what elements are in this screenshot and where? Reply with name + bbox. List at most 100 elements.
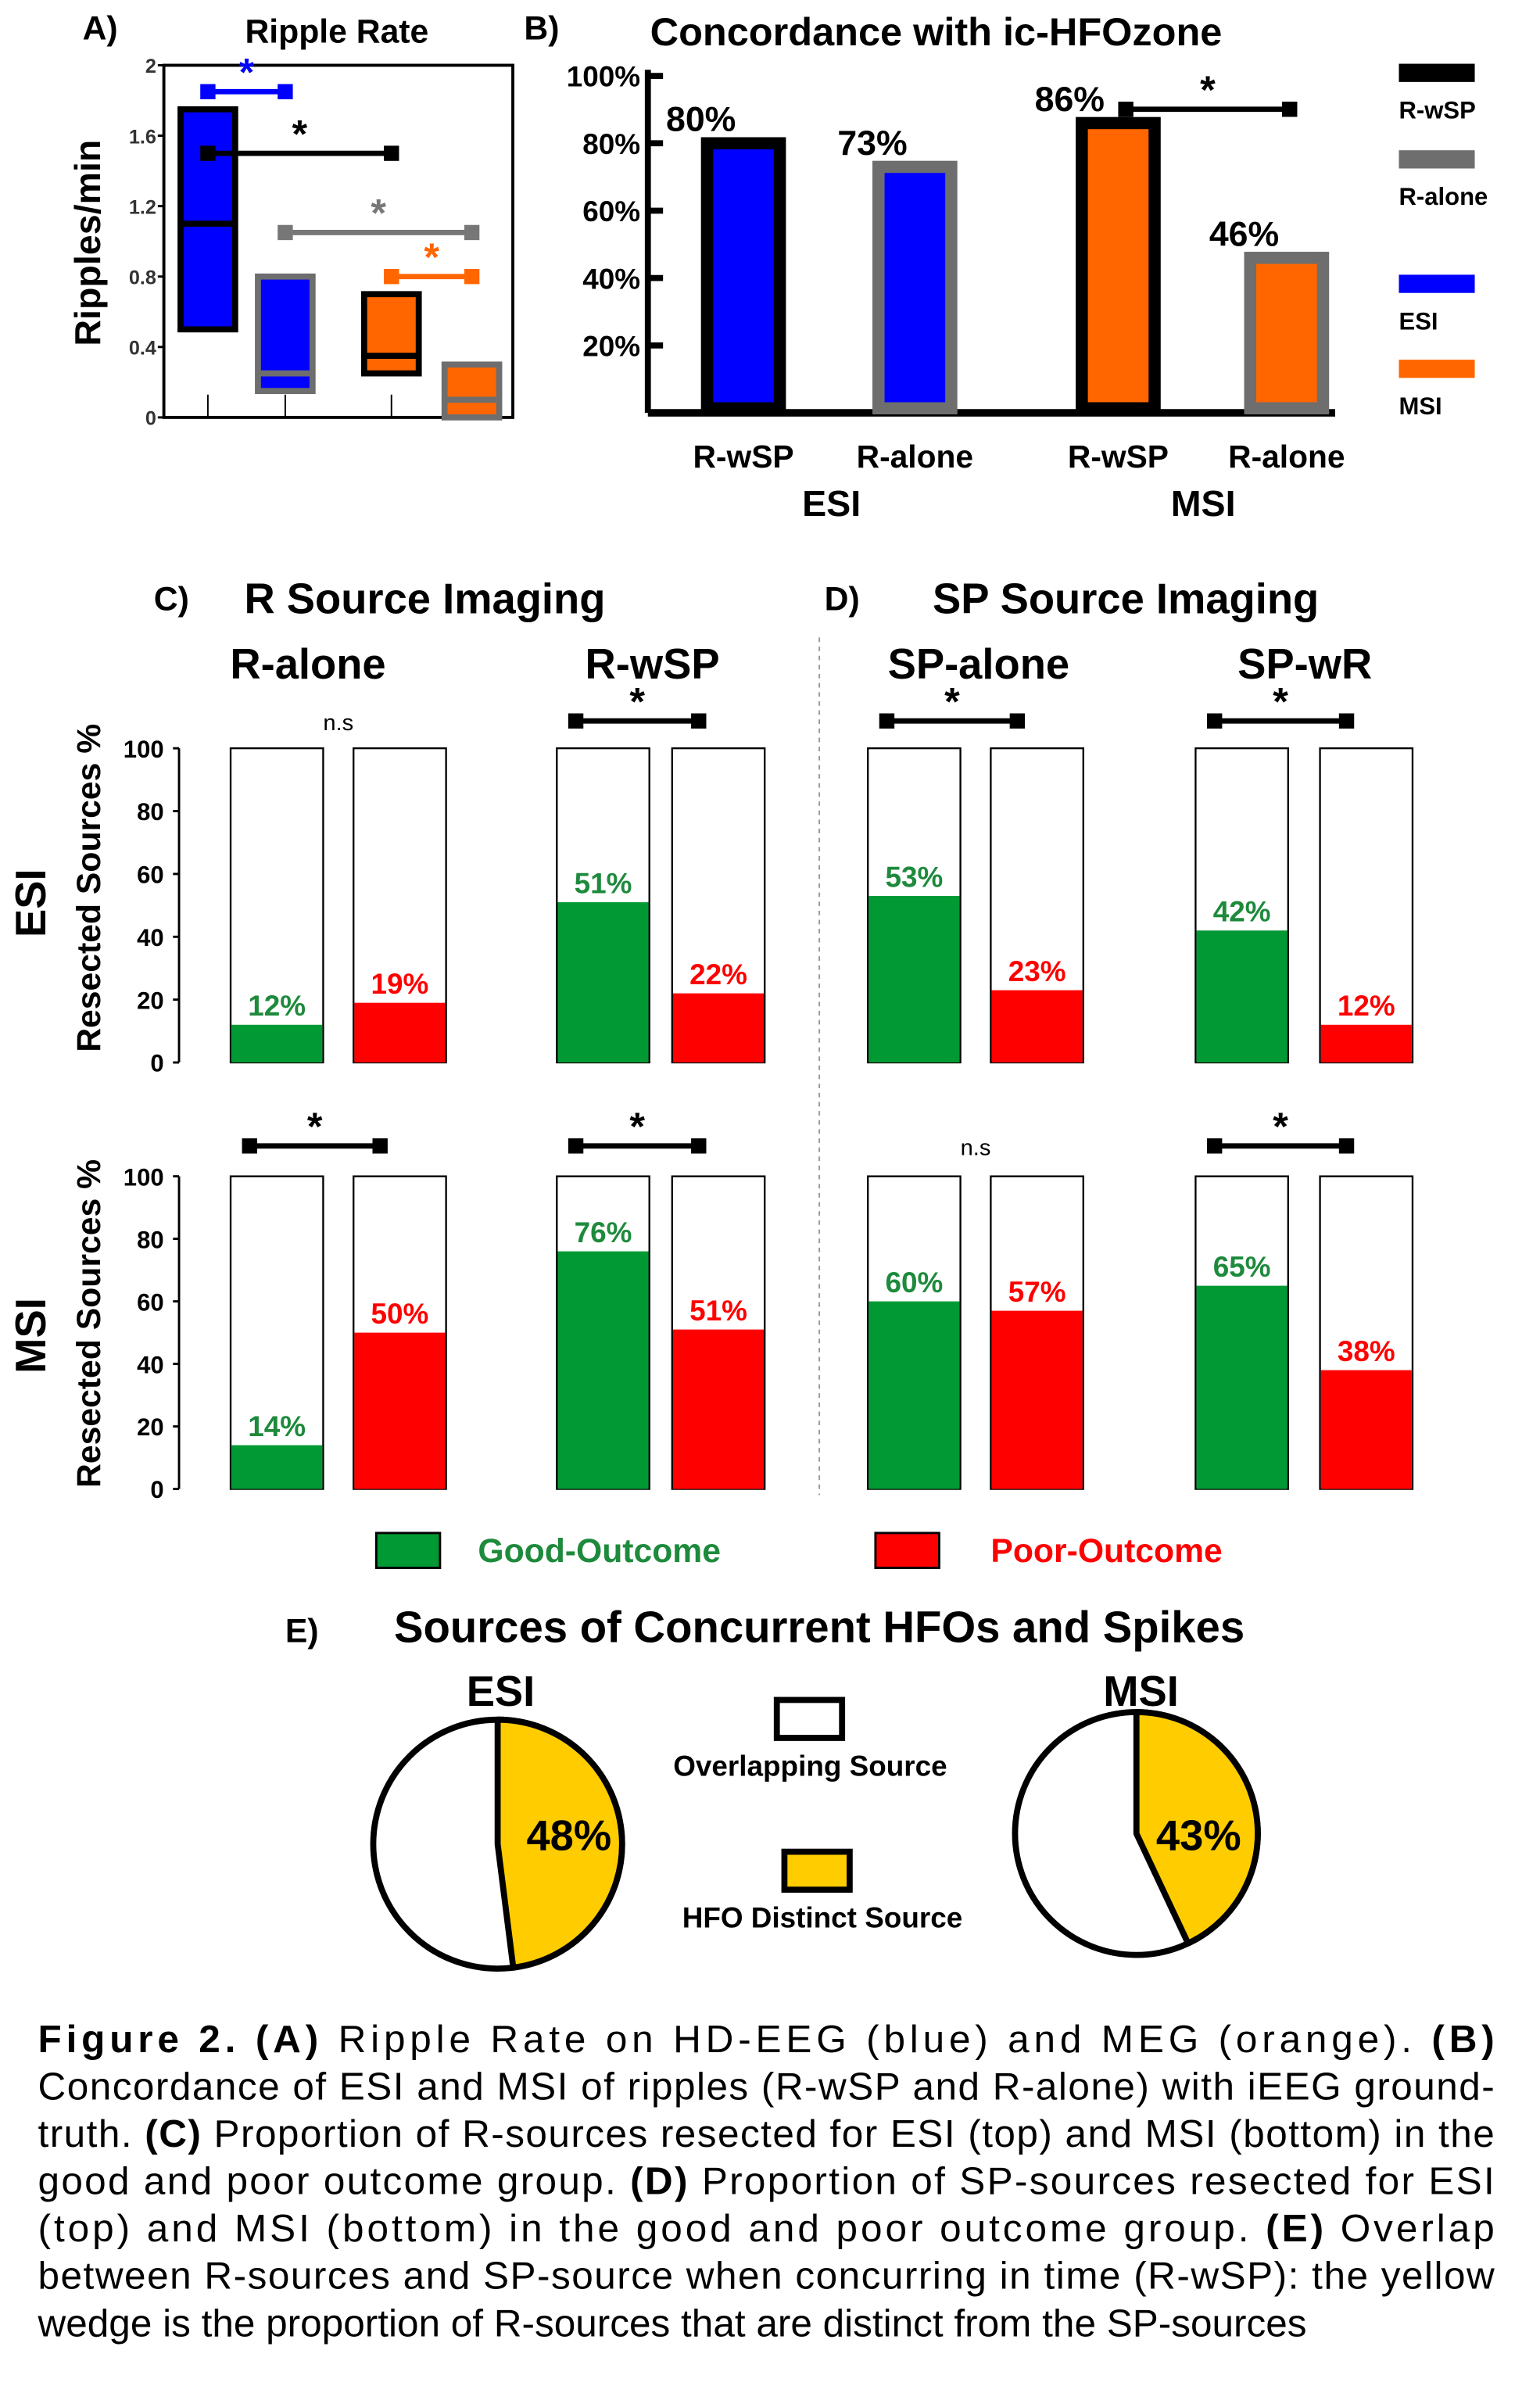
cd-significance-cap-right [1338, 1138, 1355, 1154]
cd-significance-cap-right [691, 713, 707, 729]
panel-b-significance-cap-left [1118, 102, 1134, 117]
row-ytick-label: 20 [137, 987, 164, 1014]
panel-b-bar-msi-r-wsp [1076, 116, 1161, 415]
panel-b-ytick-label: 20% [582, 330, 640, 362]
panel-b-legend-label: MSI [1399, 392, 1442, 420]
panel-b-value-label: 73% [837, 124, 907, 163]
cd-significance-star: * [629, 679, 645, 723]
cd-significance-star: * [629, 1104, 645, 1148]
panel-b-ytick-label: 80% [582, 128, 640, 160]
bar-value-label-poor: 57% [1008, 1276, 1066, 1308]
panel-a-box-esi-r-wsp [177, 106, 238, 333]
caption-bold-text: (D) [630, 2160, 687, 2203]
caption-text: Proportion of R-sources resected for ESI… [202, 2112, 1494, 2155]
bar-frame-good [229, 747, 324, 1064]
panel-b-group-label-msi: MSI [1171, 483, 1236, 524]
panel-b-significance-star: * [1200, 67, 1216, 112]
group-title-r-alone: R-alone [230, 640, 385, 688]
panel-a-significance-cap-left [200, 145, 216, 161]
bar-fill-good-outcome [231, 1445, 323, 1489]
panel-b-value-label: 86% [1035, 81, 1105, 119]
panel-a-significance-cap-right [384, 145, 399, 161]
row-label-esi: ESI [7, 869, 55, 937]
pie-value-label: 48% [526, 1812, 611, 1860]
cd-significance-cap-left [1206, 1138, 1223, 1154]
bar-fill-good-outcome [868, 1301, 960, 1489]
cd-not-significant-label: n.s [961, 1135, 991, 1160]
panel-a-ylabel: Ripples/min [67, 140, 108, 346]
row-ytick-label: 20 [137, 1413, 164, 1441]
panel-b-bar-msi-r-alone [1244, 252, 1330, 415]
panel-b-legend-label: ESI [1399, 307, 1438, 335]
row-ytick-label: 0 [150, 1476, 163, 1503]
row-ylabel: Resected Sources % [70, 1159, 108, 1488]
bar-fill-poor-outcome [672, 993, 765, 1063]
caption-bold-text: (C) [145, 2112, 201, 2155]
caption-text: Overlap [1327, 2207, 1495, 2250]
legend-label-good: Good-Outcome [478, 1532, 721, 1570]
panel-a-ytick-label: 0.4 [129, 338, 156, 360]
pie-esi-hfo-distinct-slice [494, 1716, 625, 1971]
bar-fill-poor-outcome [991, 1310, 1083, 1489]
caption-text: wedge is the proportion of R-sources tha… [38, 2302, 1307, 2345]
bar-fill-poor-outcome [1320, 1024, 1412, 1063]
panel-b-category-label: R-wSP [693, 439, 794, 475]
bar-fill-good-outcome [1196, 1285, 1288, 1489]
bar-value-label-good: 12% [248, 990, 306, 1022]
panel-a-ytick-label: 2 [145, 56, 156, 77]
bar-value-label-good: 51% [575, 867, 632, 899]
bar-value-label-poor: 22% [689, 958, 747, 991]
panel-b-bar-esi-r-alone [872, 160, 958, 415]
panel-c-label: C) [154, 580, 189, 618]
legend-label-hfo-distinct: HFO Distinct Source [682, 1902, 963, 1934]
caption-bold-text: Figure 2. [38, 2018, 251, 2061]
bar-fill-poor-outcome [354, 1002, 446, 1063]
row-ytick-label: 100 [124, 1163, 164, 1191]
caption-line: Concordance of ESI and MSI of ripples (R… [38, 2065, 1495, 2108]
bar-fill-good-outcome [557, 902, 649, 1063]
panel-b-legend-swatch [1399, 360, 1475, 378]
caption-line: (top) and MSI (bottom) in the good and p… [38, 2207, 1495, 2250]
panel-b-legend-swatch [1399, 274, 1475, 293]
panel-b-legend-swatch [1399, 150, 1475, 169]
bar-value-label-poor: 38% [1338, 1335, 1395, 1367]
caption-bold-text: (E) [1266, 2207, 1323, 2250]
panel-a-ytick-label: 0 [145, 408, 156, 430]
bar-value-label-poor: 19% [371, 968, 429, 1000]
panel-a-significance-cap-left [384, 269, 399, 285]
bar-value-label-good: 65% [1213, 1251, 1271, 1283]
caption-text: (top) and MSI (bottom) in the good and p… [38, 2207, 1263, 2250]
panel-b-legend-label: R-alone [1399, 183, 1488, 210]
panel-a-title: Ripple Rate [245, 13, 428, 50]
panel-d-title: SP Source Imaging [933, 575, 1319, 622]
pie-msi-hfo-distinct-slice [1133, 1709, 1261, 1947]
caption-text: Ripple Rate on HD-EEG (blue) and MEG (or… [323, 2018, 1427, 2061]
panel-e-title: Sources of Concurrent HFOs and Spikes [394, 1603, 1245, 1652]
cd-significance-star: * [1273, 679, 1288, 723]
bar-fill-good-outcome [231, 1024, 323, 1063]
panel-a-significance-cap-left [200, 84, 216, 99]
panel-b-value-label: 46% [1209, 215, 1279, 253]
panel-b-bar-esi-r-wsp [700, 137, 786, 415]
caption-line: Figure 2. (A) Ripple Rate on HD-EEG (blu… [38, 2018, 1495, 2061]
bar-fill-poor-outcome [354, 1332, 446, 1489]
cd-significance-cap-left [568, 713, 584, 729]
caption-text: good and poor outcome group. [38, 2160, 629, 2203]
panel-a-significance-star: * [424, 235, 439, 279]
caption-line: truth. (C) Proportion of R-sources resec… [38, 2112, 1495, 2155]
bar-fill-good-outcome [557, 1251, 649, 1489]
cd-significance-cap-left [1206, 713, 1223, 729]
panel-a-significance-cap-right [278, 84, 293, 99]
bar-value-label-poor: 12% [1338, 990, 1395, 1022]
bar-value-label-good: 76% [575, 1216, 632, 1249]
bar-frame-good [229, 1175, 324, 1490]
bar-value-label-good: 14% [248, 1410, 306, 1442]
row-ylabel: Resected Sources % [70, 724, 108, 1052]
panel-a-significance-cap-left [278, 224, 293, 241]
panel-a-significance-star: * [239, 49, 255, 94]
panel-b-legend-label: R-wSP [1399, 96, 1475, 124]
cd-not-significant-label: n.s [323, 711, 353, 736]
bar-fill-poor-outcome [991, 990, 1083, 1063]
cd-significance-star: * [1273, 1104, 1288, 1148]
row-ytick-label: 80 [137, 1226, 164, 1253]
